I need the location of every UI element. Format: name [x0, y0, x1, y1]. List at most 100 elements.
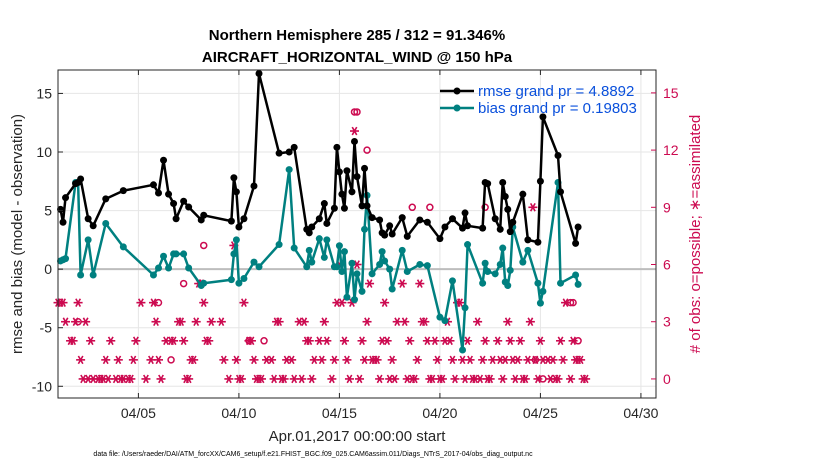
obs-assimilated-marker — [380, 298, 390, 307]
rmse-point — [506, 228, 514, 236]
asterisk-stroke — [137, 298, 144, 307]
obs-assimilated-marker — [525, 317, 535, 327]
obs-assimilated-marker — [493, 336, 503, 346]
asterisk-stroke — [85, 374, 92, 384]
rmse-point — [290, 143, 298, 151]
asterisk-stroke — [537, 336, 544, 346]
obs-assimilated-marker — [239, 298, 249, 307]
bias-point — [255, 263, 263, 271]
asterisk-stroke — [112, 374, 119, 384]
asterisk-stroke — [170, 336, 177, 346]
obs-possible-marker — [363, 146, 371, 154]
obs-assimilated-marker — [231, 355, 241, 365]
obs-assimilated-marker — [566, 374, 576, 384]
rmse-point — [358, 202, 366, 210]
bias-point — [180, 250, 188, 258]
obs-assimilated-marker — [141, 374, 151, 384]
rmse-point — [308, 223, 316, 231]
asterisk-stroke — [298, 374, 305, 384]
x-tick-label: 04/20 — [422, 405, 457, 421]
bias-point — [459, 346, 467, 354]
y-axis-ticks: -10 -5 0 5 10 15 — [32, 85, 63, 394]
obs-assimilated-marker — [204, 336, 214, 346]
bias-point — [160, 252, 168, 260]
obs-assimilated-marker — [558, 355, 568, 365]
asterisk-stroke — [153, 317, 159, 327]
asterisk-stroke — [130, 355, 137, 365]
obs-assimilated-marker — [106, 336, 116, 346]
obs-assimilated-marker — [576, 355, 586, 365]
rmse-point — [57, 205, 65, 213]
rmse-point — [554, 152, 562, 160]
bias-point — [348, 259, 356, 267]
asterisk-stroke — [384, 336, 391, 346]
asterisk-stroke — [132, 336, 139, 346]
legend-rmse-marker — [453, 87, 461, 95]
asterisk-stroke — [479, 355, 486, 365]
rmse-point — [155, 189, 163, 197]
asterisk-stroke — [100, 374, 107, 384]
obs-assimilated-marker — [365, 279, 375, 288]
rmse-point — [323, 219, 331, 227]
obs-assimilated-marker — [269, 374, 279, 384]
y-tick-label: 5 — [44, 203, 52, 219]
obs-assimilated-marker — [249, 355, 259, 365]
bias-point — [89, 271, 97, 279]
obs-assimilated-marker — [520, 374, 530, 384]
rmse-point — [102, 195, 110, 203]
asterisk-stroke — [251, 355, 257, 365]
asterisk-stroke — [529, 203, 536, 212]
asterisk-stroke — [62, 317, 69, 327]
obs-assimilated-marker — [465, 355, 475, 365]
asterisk-stroke — [474, 317, 481, 327]
rmse-point — [62, 194, 70, 202]
y-tick-label: -10 — [32, 378, 52, 394]
asterisk-stroke — [424, 336, 431, 346]
obs-possible-marker — [350, 108, 359, 116]
asterisk-stroke — [102, 355, 109, 365]
rmse-point — [381, 231, 389, 239]
obs-assimilated-marker — [397, 279, 407, 288]
bias-point — [539, 287, 547, 295]
x-tick-label: 04/05 — [121, 405, 156, 421]
obs-assimilated-marker — [488, 355, 498, 365]
bias-point — [165, 264, 173, 272]
rmse-point — [574, 223, 582, 231]
asterisk-stroke — [120, 374, 127, 384]
obs-assimilated-marker — [342, 355, 352, 365]
asterisk-stroke — [238, 374, 245, 384]
asterisk-stroke — [404, 374, 411, 384]
rmse-point — [504, 205, 512, 213]
obs-assimilated-marker — [460, 374, 470, 384]
asterisk-stroke — [321, 317, 328, 327]
rmse-point — [536, 177, 544, 185]
y2-tick-label: 0 — [663, 371, 671, 387]
bias-point — [315, 235, 323, 243]
asterisk-stroke — [570, 336, 577, 346]
obs-assimilated-marker — [136, 298, 146, 307]
rmse-point — [524, 236, 532, 244]
asterisk-stroke — [522, 374, 529, 384]
obs-possible-marker — [260, 337, 268, 345]
bias-point — [448, 277, 456, 285]
bias-point — [77, 271, 85, 279]
rmse-point — [250, 182, 258, 190]
rmse-point — [348, 188, 356, 196]
obs-assimilated-marker — [179, 336, 189, 346]
rmse-point — [416, 216, 424, 224]
asterisk-stroke — [507, 336, 514, 346]
obs-assimilated-marker — [61, 317, 71, 327]
rmse-point — [353, 173, 361, 181]
asterisk-stroke — [439, 374, 446, 384]
asterisk-stroke — [509, 355, 516, 365]
rmse-point — [235, 223, 243, 231]
obs-assimilated-marker — [68, 336, 78, 346]
rmse-point — [84, 215, 92, 223]
asterisk-stroke — [351, 126, 358, 136]
rmse-point — [149, 181, 157, 189]
obs-assimilated-marker — [405, 336, 415, 346]
bias-point — [499, 244, 507, 252]
obs-assimilated-marker — [146, 355, 156, 365]
asterisk-stroke — [60, 298, 66, 307]
